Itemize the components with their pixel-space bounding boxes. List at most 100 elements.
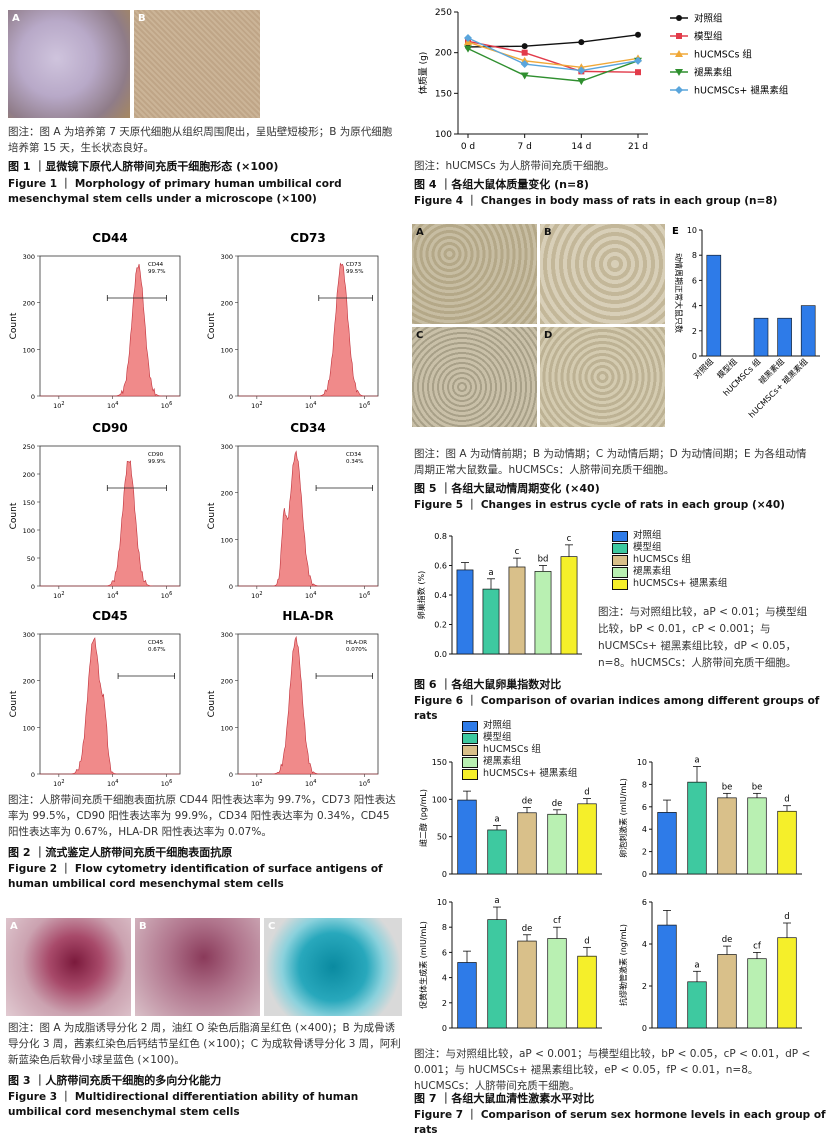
y-axis-label: Count — [9, 690, 19, 717]
gate-label: CD45 — [148, 640, 164, 646]
y-axis-label: Count — [207, 312, 217, 339]
x-tick-label: 106 — [161, 401, 172, 410]
x-tick-label: 106 — [161, 591, 172, 600]
bar — [747, 797, 767, 875]
x-tick-label: 14 d — [571, 142, 591, 152]
x-tick-label: 102 — [251, 591, 262, 600]
y-axis-label: Count — [207, 690, 217, 717]
y-tick-label: 6 — [642, 803, 647, 812]
y-tick-label: 50 — [437, 833, 447, 842]
x-tick-label: 0 d — [461, 142, 475, 152]
x-tick-label: 106 — [359, 401, 370, 410]
panel-label: A — [416, 227, 424, 238]
y-axis-label: 促黄体生成素 (mIU/mL) — [418, 921, 428, 1009]
fig2-caption: 图注：人脐带间充质干细胞表面抗原 CD44 阳性表达率为 99.7%，CD73 … — [8, 794, 396, 838]
plot-frame — [39, 255, 181, 397]
legend-label: hUCMSCs+ 褪黑素组 — [694, 85, 789, 97]
y-tick-label: 100 — [23, 527, 35, 535]
x-tick-label: 102 — [251, 779, 262, 788]
y-tick-label: 100 — [23, 346, 35, 354]
bar — [717, 797, 737, 875]
fig7-title-en: Figure 7 ｜ Comparison of serum sex hormo… — [414, 1109, 826, 1136]
legend-label: 对照组 — [694, 13, 723, 25]
y-tick-label: 8 — [442, 923, 447, 932]
legend-label: hUCMSCs 组 — [483, 744, 541, 755]
histogram-title: CD44 — [92, 231, 127, 245]
panel-label: A — [12, 13, 20, 24]
y-tick-label: 200 — [23, 471, 35, 479]
legend-label: hUCMSCs 组 — [633, 554, 691, 565]
legend-item: hUCMSCs+ 褪黑素组 — [612, 578, 727, 590]
gate-label: CD44 — [148, 262, 164, 268]
fig3-panel-a: A — [6, 918, 131, 1016]
bar — [517, 940, 537, 1029]
bar — [457, 799, 477, 875]
x-tick-label: 104 — [305, 401, 316, 410]
y-axis-label: 卵泡刺激素 (mIU/mL) — [618, 778, 628, 858]
legend-label: 褪黑素组 — [633, 566, 672, 577]
fig7-title-cn: 图 7 ｜各组大鼠血清性激素水平对比 — [414, 1092, 595, 1105]
histogram-title: CD45 — [92, 609, 127, 623]
histogram-area — [238, 450, 378, 587]
data-point — [520, 60, 529, 69]
data-point — [635, 69, 641, 76]
plot-frame — [237, 255, 379, 397]
bar — [577, 955, 597, 1029]
x-tick-label: 21 d — [628, 142, 648, 152]
y-tick-label: 2 — [642, 982, 647, 991]
y-tick-label: 100 — [435, 130, 452, 140]
y-axis-label: 动情周期正常大鼠只数 — [674, 253, 684, 333]
legend-swatch — [462, 720, 478, 732]
data-point — [577, 78, 586, 86]
y-tick-label: 0 — [692, 352, 697, 361]
y-axis-label: 雌二醇 (pg/mL) — [418, 789, 428, 847]
legend-swatch — [612, 554, 628, 566]
y-tick-label: 100 — [221, 346, 233, 354]
y-tick-label: 0 — [229, 393, 233, 401]
y-tick-label: 10 — [687, 226, 697, 235]
gate-value: 0.67% — [148, 647, 165, 653]
legend-label: 对照组 — [483, 720, 512, 731]
y-tick-label: 250 — [435, 8, 452, 18]
bar — [777, 810, 797, 875]
y-tick-label: 300 — [23, 253, 35, 261]
legend-swatch — [462, 744, 478, 756]
y-axis-label: 卵巢指数 (%) — [416, 571, 426, 619]
significance-label: cf — [553, 916, 562, 926]
panel-label: E — [672, 226, 679, 237]
x-tick-label: 106 — [359, 591, 370, 600]
gate-value: 0.070% — [346, 647, 367, 653]
significance-label: d — [584, 936, 589, 946]
bar — [456, 569, 474, 655]
fig2-title-cn: 图 2 ｜流式鉴定人脐带间充质干细胞表面抗原 — [8, 846, 233, 859]
y-tick-label: 300 — [221, 253, 233, 261]
bar — [577, 803, 597, 875]
panel-label: C — [268, 921, 276, 932]
legend-marker — [675, 50, 683, 57]
x-tick-label: 102 — [53, 401, 64, 410]
histogram-area — [40, 460, 180, 587]
y-tick-label: 100 — [221, 536, 233, 544]
bar — [517, 812, 537, 875]
legend-item: hUCMSCs 组 — [462, 744, 577, 756]
legend-swatch — [612, 542, 628, 554]
x-tick-label: 104 — [305, 591, 316, 600]
significance-label: d — [784, 795, 789, 805]
significance-label: d — [584, 788, 589, 798]
y-tick-label: 0.6 — [434, 562, 447, 571]
data-point — [464, 34, 472, 43]
bar — [800, 305, 816, 357]
fig7-caption: 图注：与对照组比较，aP < 0.001；与模型组比较，bP < 0.05，cP… — [414, 1048, 811, 1092]
y-tick-label: 0.8 — [434, 532, 447, 541]
histogram-area — [40, 263, 180, 397]
y-tick-label: 150 — [23, 499, 35, 507]
bar — [508, 566, 526, 655]
y-tick-label: 100 — [23, 724, 35, 732]
legend-marker — [676, 15, 682, 21]
gate-label: HLA-DR — [346, 640, 367, 646]
y-tick-label: 150 — [432, 758, 447, 767]
y-tick-label: 50 — [27, 555, 35, 563]
legend-marker — [676, 33, 682, 39]
histogram-area — [40, 637, 180, 775]
